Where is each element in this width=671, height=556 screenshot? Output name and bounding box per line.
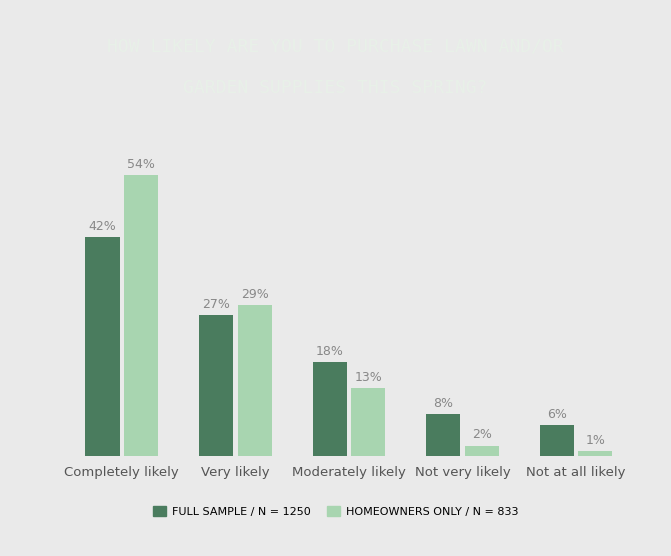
Text: 27%: 27% (202, 299, 230, 311)
Bar (238, 305, 272, 456)
Text: HOW LIKELY ARE YOU TO PURCHASE LAWN AND/OR: HOW LIKELY ARE YOU TO PURCHASE LAWN AND/… (107, 37, 564, 56)
Text: 6%: 6% (547, 408, 567, 420)
Text: 29%: 29% (241, 288, 268, 301)
Bar (85, 237, 119, 456)
Text: 42%: 42% (89, 220, 116, 234)
Bar (539, 425, 574, 456)
Bar (578, 451, 613, 456)
Bar (465, 445, 499, 456)
Text: 13%: 13% (354, 371, 382, 384)
Bar (199, 315, 233, 456)
Bar (124, 175, 158, 456)
Bar (351, 388, 385, 456)
Text: 8%: 8% (433, 397, 453, 410)
Text: 54%: 54% (127, 158, 155, 171)
Text: 1%: 1% (585, 434, 605, 446)
Legend: FULL SAMPLE / N = 1250, HOMEOWNERS ONLY / N = 833: FULL SAMPLE / N = 1250, HOMEOWNERS ONLY … (148, 502, 523, 522)
Text: GARDEN SUPPLIES THIS SPRING?: GARDEN SUPPLIES THIS SPRING? (183, 79, 488, 97)
Text: 18%: 18% (315, 345, 344, 358)
Bar (426, 414, 460, 456)
Text: 2%: 2% (472, 428, 492, 441)
Bar (313, 363, 347, 456)
